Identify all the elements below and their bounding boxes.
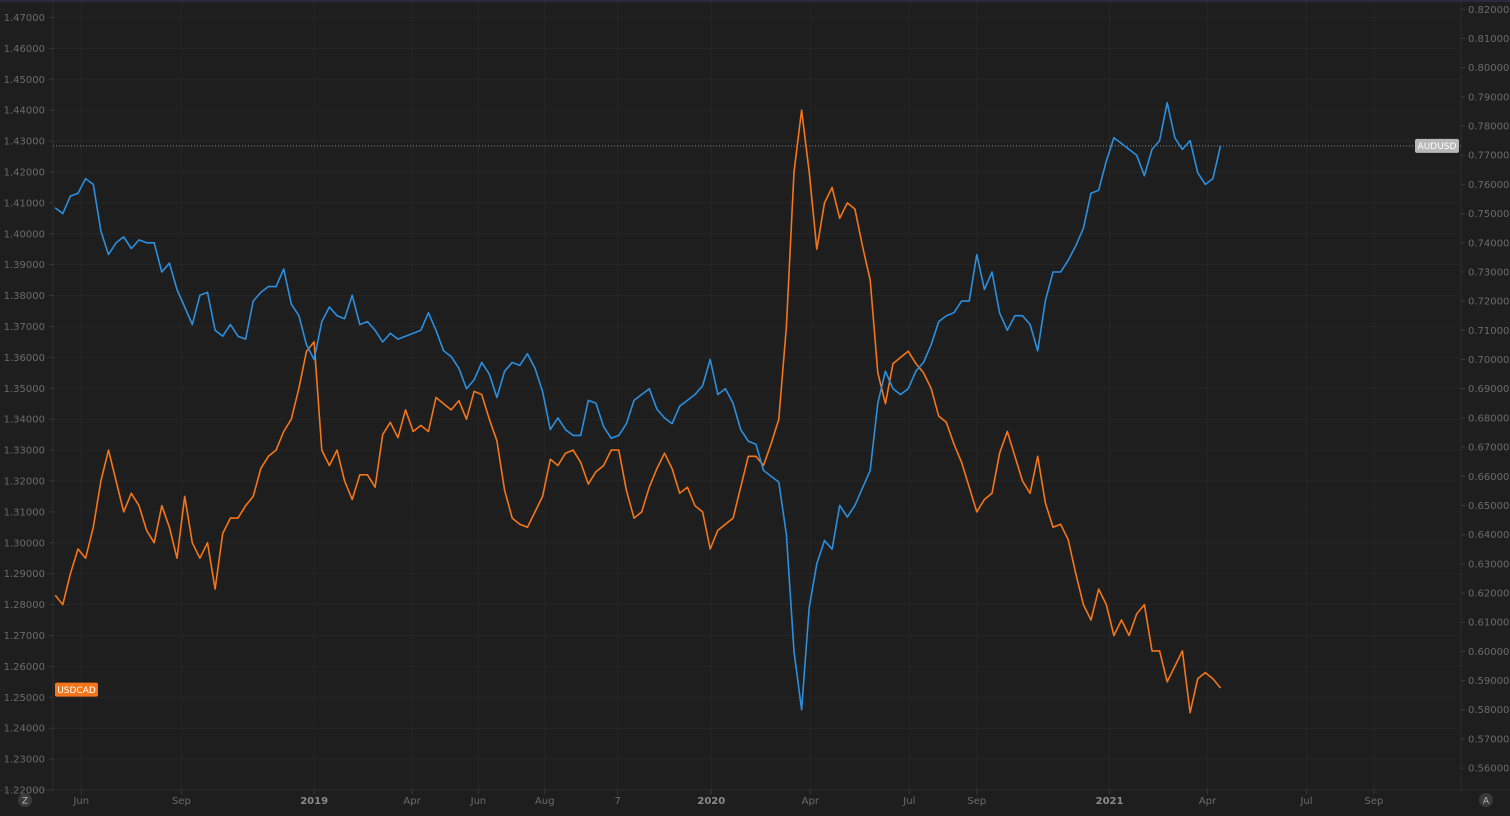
left-tick-label: 1.28000: [4, 600, 45, 611]
left-tick-label: 1.31000: [4, 507, 45, 518]
left-tick-label: 1.22000: [4, 786, 45, 797]
x-tick-label: Apr: [403, 796, 421, 807]
right-tick-label: 0.81000: [1468, 34, 1509, 45]
x-tick-label: 2020: [697, 796, 725, 807]
audusd-label-text: AUDUSD: [1418, 142, 1457, 152]
left-tick-label: 1.43000: [4, 137, 45, 148]
left-tick-label: 1.34000: [4, 415, 45, 426]
right-tick-label: 0.63000: [1468, 559, 1509, 570]
right-tick-label: 0.73000: [1468, 267, 1509, 278]
right-tick-label: 0.56000: [1468, 764, 1509, 775]
right-tick-label: 0.78000: [1468, 122, 1509, 133]
left-tick-label: 1.41000: [4, 198, 45, 209]
left-tick-label: 1.42000: [4, 167, 45, 178]
badge-layer: USDCAD AUDUSD: [55, 138, 1459, 697]
x-tick-label: Sep: [1365, 796, 1384, 807]
right-tick-label: 0.70000: [1468, 355, 1509, 366]
usdcad-label-badge: [55, 682, 98, 697]
right-tick-label: 0.72000: [1468, 297, 1509, 308]
left-tick-label: 1.33000: [4, 446, 45, 457]
top-border: [0, 0, 1510, 2]
right-tick-label: 0.71000: [1468, 326, 1509, 337]
left-tick-label: 1.32000: [4, 476, 45, 487]
right-tick-label: 0.65000: [1468, 501, 1509, 512]
left-tick-label: 1.35000: [4, 384, 45, 395]
series-line-usdcad: [54, 109, 1222, 714]
left-tick-label: 1.30000: [4, 538, 45, 549]
right-price-axis[interactable]: 0.56000 0.57000 0.58000 0.59000 0.60000 0.610…: [1461, 5, 1509, 775]
left-tick-label: 1.44000: [4, 106, 45, 117]
left-tick-label: 1.26000: [4, 662, 45, 673]
x-tick-label: Jul: [902, 796, 915, 807]
right-tick-label: 0.80000: [1468, 63, 1509, 74]
x-tick-label: Sep: [172, 796, 191, 807]
right-tick-label: 0.69000: [1468, 384, 1509, 395]
right-tick-label: 0.77000: [1468, 151, 1509, 162]
left-tick-label: 1.36000: [4, 353, 45, 364]
series-line-audusd: [54, 101, 1222, 711]
audusd-label-badge: [1415, 138, 1459, 153]
left-tick-label: 1.40000: [4, 229, 45, 240]
right-tick-label: 0.68000: [1468, 413, 1509, 424]
right-tick-label: 0.75000: [1468, 209, 1509, 220]
left-tick-label: 1.46000: [4, 44, 45, 55]
left-tick-label: 1.37000: [4, 322, 45, 333]
right-tick-label: 0.82000: [1468, 5, 1509, 16]
x-tick-label: Apr: [802, 796, 820, 807]
grid-layer: [53, 2, 1461, 791]
right-tick-label: 0.58000: [1468, 705, 1509, 716]
left-tick-label: 1.38000: [4, 291, 45, 302]
right-tick-label: 0.57000: [1468, 734, 1509, 745]
left-tick-label: 1.39000: [4, 260, 45, 271]
left-tick-label: 1.47000: [4, 13, 45, 24]
right-tick-label: 0.79000: [1468, 92, 1509, 103]
right-tick-label: 0.60000: [1468, 647, 1509, 658]
usdcad-label-text: USDCAD: [57, 686, 96, 696]
right-tick-label: 0.64000: [1468, 530, 1509, 541]
right-corner-button[interactable]: A: [1479, 793, 1493, 807]
left-tick-label: 1.25000: [4, 693, 45, 704]
right-tick-label: 0.74000: [1468, 238, 1509, 249]
left-corner-button[interactable]: Z: [18, 793, 32, 807]
x-tick-label: Jun: [72, 796, 89, 807]
x-tick-label: 2019: [300, 796, 328, 807]
right-tick-label: 0.61000: [1468, 618, 1509, 629]
right-tick-label: 0.76000: [1468, 180, 1509, 191]
right-tick-label: 0.62000: [1468, 589, 1509, 600]
right-tick-label: 0.59000: [1468, 676, 1509, 687]
x-tick-label: 7: [615, 796, 621, 807]
left-tick-label: 1.23000: [4, 755, 45, 766]
x-tick-label: Jul: [1299, 796, 1312, 807]
left-tick-label: 1.27000: [4, 631, 45, 642]
left-tick-label: 1.24000: [4, 724, 45, 735]
right-tick-label: 0.66000: [1468, 472, 1509, 483]
left-tick-label: 1.45000: [4, 75, 45, 86]
right-tick-label: 0.67000: [1468, 443, 1509, 454]
x-tick-label: Apr: [1199, 796, 1217, 807]
left-price-axis[interactable]: 1.22000 1.23000 1.24000 1.25000 1.26000 1.270…: [4, 13, 53, 797]
left-corner-circle[interactable]: [18, 793, 32, 807]
left-corner-label[interactable]: Z: [22, 797, 28, 807]
x-tick-label: 2021: [1096, 796, 1124, 807]
left-tick-label: 1.29000: [4, 569, 45, 580]
right-corner-circle[interactable]: [1479, 793, 1493, 807]
x-tick-label: Jun: [470, 796, 487, 807]
x-tick-label: Sep: [967, 796, 986, 807]
series-layer: [54, 101, 1222, 714]
right-corner-label[interactable]: A: [1483, 797, 1490, 807]
x-tick-label: Aug: [535, 796, 555, 807]
time-axis[interactable]: Jun Sep 2019 Apr Jun Aug 7 2020 Apr Jul Sep 2021 Apr…: [72, 790, 1383, 807]
